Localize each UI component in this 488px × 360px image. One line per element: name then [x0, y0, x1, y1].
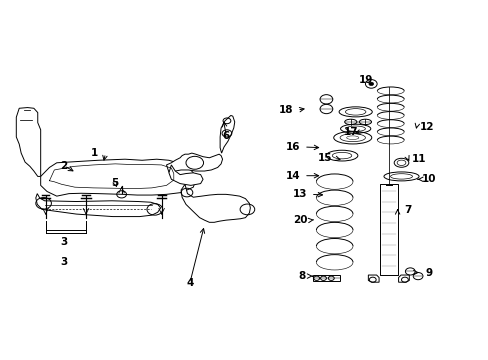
Text: 7: 7 [404, 206, 411, 216]
Text: 5: 5 [111, 178, 119, 188]
Text: 13: 13 [292, 189, 307, 199]
Polygon shape [41, 159, 195, 196]
Polygon shape [168, 165, 203, 185]
Text: 2: 2 [61, 161, 67, 171]
Polygon shape [16, 108, 41, 176]
Text: 1: 1 [91, 148, 98, 158]
Text: 15: 15 [318, 153, 332, 163]
Text: 19: 19 [359, 75, 373, 85]
Text: 14: 14 [285, 171, 300, 181]
Text: 3: 3 [61, 237, 67, 247]
Polygon shape [220, 116, 234, 153]
Text: 10: 10 [421, 174, 435, 184]
Text: 16: 16 [285, 142, 300, 152]
Text: 11: 11 [411, 154, 426, 164]
Bar [312, 275, 339, 281]
Text: 6: 6 [223, 131, 230, 141]
Polygon shape [367, 275, 378, 282]
Text: 4: 4 [186, 278, 193, 288]
Text: 3: 3 [61, 257, 67, 267]
Text: 20: 20 [292, 215, 307, 225]
Polygon shape [36, 194, 160, 217]
Text: 17: 17 [343, 127, 357, 136]
Text: 18: 18 [279, 105, 293, 115]
Text: 12: 12 [419, 122, 434, 132]
Circle shape [368, 82, 373, 86]
Polygon shape [181, 184, 250, 222]
Polygon shape [166, 153, 222, 172]
Polygon shape [398, 275, 408, 282]
Text: 9: 9 [425, 267, 431, 278]
Text: 8: 8 [297, 271, 305, 281]
